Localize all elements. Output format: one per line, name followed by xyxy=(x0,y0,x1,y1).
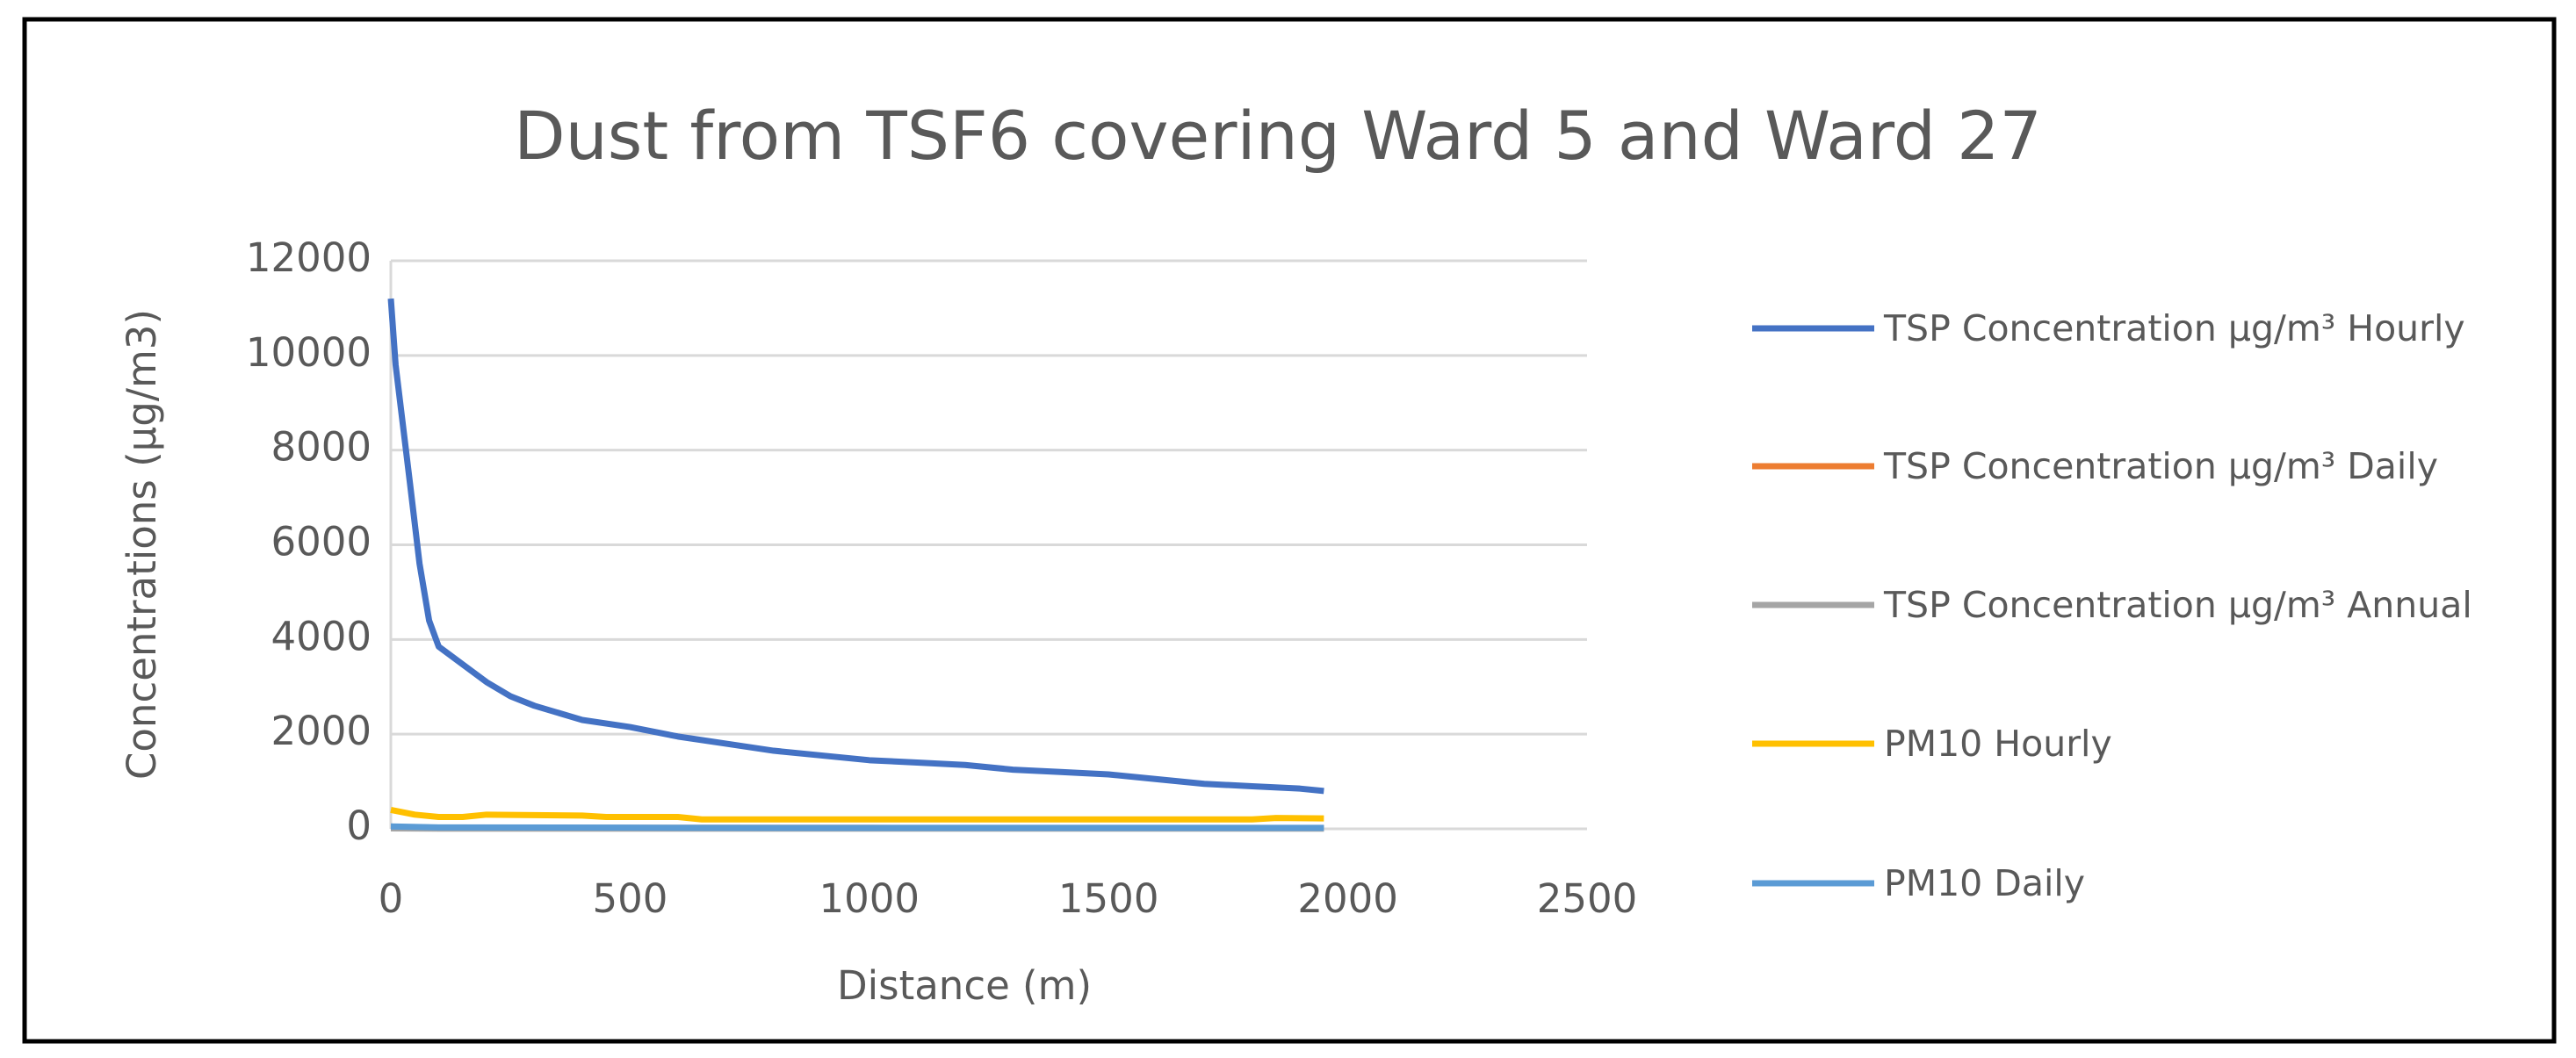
y-tick-label: 12000 xyxy=(246,234,372,281)
series-line xyxy=(390,823,1324,831)
legend-label: TSP Concentration µg/m³ Daily xyxy=(1884,445,2438,487)
chart-title: Dust from TSF6 covering Ward 5 and Ward … xyxy=(514,97,2042,175)
legend-label: PM10 Hourly xyxy=(1884,723,2112,765)
chart-frame xyxy=(22,17,2557,1044)
legend-label: TSP Concentration µg/m³ Annual xyxy=(1884,584,2472,626)
y-axis-label: Concentrations (µg/m3) xyxy=(119,309,165,780)
x-axis-label: Distance (m) xyxy=(837,962,1092,1009)
x-tick-label: 500 xyxy=(592,875,667,922)
legend-label: TSP Concentration µg/m³ Hourly xyxy=(1884,307,2465,349)
y-tick-label: 2000 xyxy=(271,708,372,754)
y-tick-label: 0 xyxy=(346,802,372,849)
x-tick-label: 0 xyxy=(379,875,404,922)
y-tick-label: 10000 xyxy=(246,329,372,376)
x-tick-label: 2500 xyxy=(1537,875,1638,922)
x-tick-label: 2000 xyxy=(1297,875,1398,922)
series-line xyxy=(387,298,1324,795)
legend-label: PM10 Daily xyxy=(1884,862,2086,904)
y-tick-label: 8000 xyxy=(271,424,372,471)
y-tick-label: 4000 xyxy=(271,613,372,659)
x-tick-label: 1500 xyxy=(1058,875,1159,922)
series-line xyxy=(390,806,1324,823)
y-tick-label: 6000 xyxy=(271,519,372,565)
x-tick-label: 1000 xyxy=(819,875,920,922)
